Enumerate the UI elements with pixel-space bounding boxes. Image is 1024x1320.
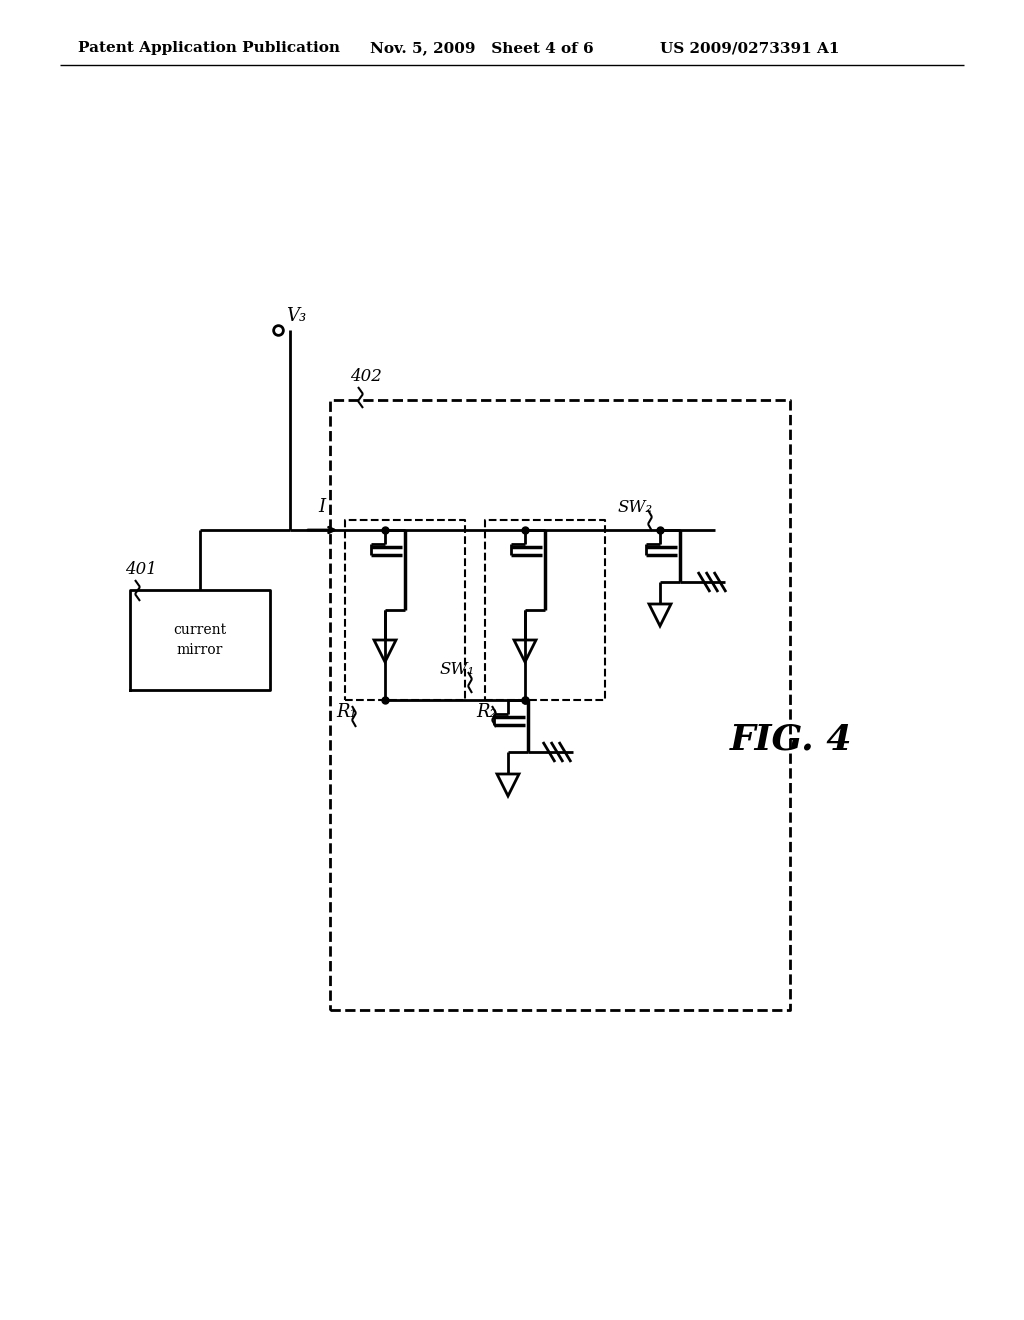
Text: SW₂: SW₂	[618, 499, 653, 516]
Text: current
mirror: current mirror	[173, 623, 226, 657]
Text: Nov. 5, 2009   Sheet 4 of 6: Nov. 5, 2009 Sheet 4 of 6	[370, 41, 594, 55]
Text: 402: 402	[350, 368, 382, 385]
Text: Patent Application Publication: Patent Application Publication	[78, 41, 340, 55]
Text: I: I	[318, 498, 326, 516]
Text: R₂: R₂	[476, 704, 497, 721]
Text: SW₁: SW₁	[440, 661, 475, 678]
Text: US 2009/0273391 A1: US 2009/0273391 A1	[660, 41, 840, 55]
Text: FIG. 4: FIG. 4	[730, 723, 853, 756]
Text: R₁: R₁	[336, 704, 356, 721]
Text: 401: 401	[125, 561, 157, 578]
Text: V₃: V₃	[286, 308, 306, 325]
